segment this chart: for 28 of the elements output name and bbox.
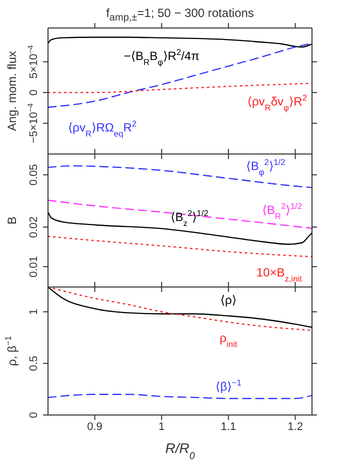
series-label: −⟨B$_{R}$B$_{φ}$⟩R$^{2}$/4π — [124, 46, 200, 67]
series-label: ⟨β⟩$^{−1}$ — [216, 377, 242, 394]
series-label: 10×B$_{z,init}$ — [256, 266, 303, 284]
series-label: ρ$_{init}$ — [220, 331, 238, 350]
y-tick-label: 0.02 — [28, 216, 40, 238]
line-series — [48, 36, 312, 48]
chart-title: f$_{amp,±}$=1; 50 − 300 rotations — [105, 6, 255, 24]
x-tick-label: 1.1 — [220, 420, 236, 433]
x-tick-label: 1.2 — [288, 420, 303, 433]
x-tick-label: 0.9 — [87, 420, 102, 433]
y-tick-label: 1 — [28, 308, 40, 315]
series-label: ⟨B$_{R}$$^{2}$⟩$^{1/2}$ — [262, 201, 302, 222]
series-label: ⟨ρv$_{R}$⟩RΩ$_{eq}$R$^{2}$ — [68, 118, 137, 138]
line-series — [48, 236, 312, 258]
y-tick-label: 0.05 — [28, 164, 40, 186]
series-label: ⟨ρ⟩ — [220, 292, 237, 307]
y-axis-title: Ang. mom. flux — [5, 50, 19, 132]
y-tick-label: 0.5 — [28, 356, 40, 372]
line-series — [48, 200, 312, 229]
series-label: ⟨B$_{φ}$$^{2}$⟩$^{1/2}$ — [246, 157, 286, 178]
y-axis-title: B — [5, 216, 19, 225]
y-tick-label: 0 — [28, 89, 40, 96]
line-series — [48, 82, 312, 94]
y-tick-label: 0 — [28, 412, 40, 418]
series-label: ⟨ρv$_{R}$δv$_{φ}$⟩R$^{2}$ — [247, 92, 308, 112]
x-tick-label: 1 — [158, 420, 165, 433]
x-axis-title: R/R$_{0}$ — [165, 440, 196, 462]
y-tick-label: 0.01 — [28, 256, 40, 278]
